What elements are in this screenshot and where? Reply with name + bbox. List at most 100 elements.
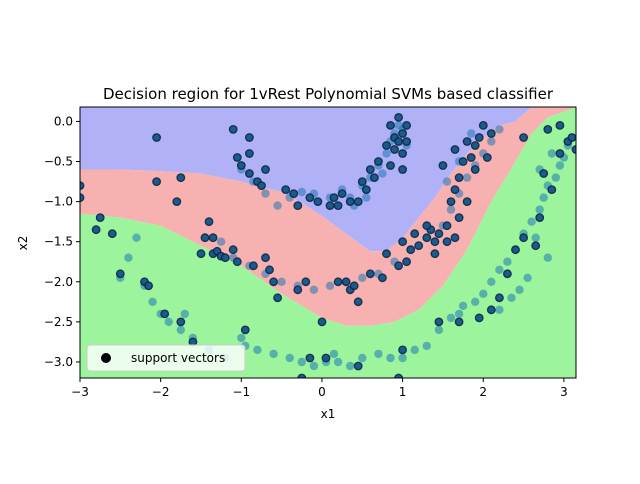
y-tick-label: −0.5: [44, 155, 73, 169]
support-vector: [495, 293, 504, 303]
y-tick-label: −1.0: [44, 195, 73, 209]
support-vector-inner: [472, 142, 479, 149]
support-vector-inner: [222, 254, 229, 261]
support-vector-inner: [544, 126, 551, 133]
data-point: [458, 301, 468, 310]
support-vector-inner: [476, 314, 483, 321]
support-vector: [301, 277, 311, 287]
support-vector-inner: [548, 186, 555, 193]
x-tick-label: −1: [232, 385, 250, 399]
support-vector: [333, 201, 343, 211]
support-vector-inner: [173, 198, 180, 205]
support-vector: [390, 145, 399, 154]
data-point: [527, 217, 536, 226]
support-vector: [297, 373, 307, 378]
support-vector: [458, 157, 468, 166]
support-vector-inner: [472, 166, 479, 173]
support-vector-inner: [306, 355, 313, 361]
data-point: [285, 353, 294, 363]
support-vector: [430, 249, 440, 259]
support-vector: [410, 229, 420, 239]
support-vector: [454, 173, 464, 183]
data-point: [442, 177, 452, 186]
support-vector-inner: [452, 234, 458, 241]
support-vector-inner: [177, 318, 184, 325]
support-vector: [434, 317, 444, 327]
support-vector-inner: [556, 122, 563, 129]
support-vector-inner: [331, 194, 337, 201]
support-vector: [378, 273, 387, 283]
support-vector-inner: [407, 246, 414, 253]
data-point: [132, 233, 141, 242]
support-vector-inner: [460, 158, 467, 165]
data-point: [297, 187, 306, 197]
support-vector: [535, 213, 545, 223]
support-vector: [555, 149, 565, 158]
x-tick-label: −3: [71, 385, 89, 399]
data-point: [269, 349, 278, 359]
support-vector: [531, 241, 541, 251]
support-vector-inner: [435, 318, 442, 325]
decision-regions: [80, 107, 576, 378]
legend-marker-support-vectors: [101, 353, 111, 363]
support-vector-inner: [399, 130, 406, 137]
support-vector: [232, 153, 242, 162]
support-vector-inner: [323, 355, 329, 361]
support-vector: [365, 165, 375, 174]
x-tick-label: 0: [318, 385, 326, 399]
support-vector: [402, 121, 411, 130]
support-vector: [567, 133, 576, 142]
support-vector-inner: [431, 238, 438, 245]
support-vector-inner: [161, 310, 168, 317]
support-vector: [208, 233, 218, 243]
support-vector: [511, 245, 520, 255]
support-vector-inner: [177, 174, 184, 181]
support-vector-inner: [456, 318, 463, 325]
support-vector-inner: [250, 262, 257, 269]
y-axis-label: x2: [16, 236, 30, 251]
support-vector: [152, 177, 162, 187]
y-tick-label: 0.0: [54, 114, 73, 128]
support-vector-inner: [339, 190, 346, 197]
support-vector-points: [80, 113, 576, 378]
support-vector-inner: [464, 138, 471, 145]
support-vector: [442, 221, 452, 231]
support-vector-inner: [476, 134, 483, 141]
data-point: [531, 233, 540, 242]
support-vector: [474, 133, 484, 142]
data-point: [547, 149, 556, 158]
support-vector: [345, 197, 355, 207]
support-vector-inner: [415, 242, 422, 249]
support-vector-inner: [355, 298, 362, 305]
support-vector: [228, 245, 238, 255]
data-point: [446, 205, 456, 214]
support-vector-inner: [399, 346, 406, 353]
support-vector-inner: [355, 363, 362, 369]
support-vector: [95, 213, 105, 223]
data-point: [422, 341, 431, 351]
support-vector: [462, 197, 472, 207]
data-point: [543, 253, 552, 262]
support-vector: [422, 233, 432, 243]
chart-title: Decision region for 1vRest Polynomial SV…: [103, 85, 554, 103]
support-vector: [462, 137, 472, 146]
support-vector: [337, 189, 347, 199]
support-vector-inner: [399, 166, 406, 173]
data-point: [273, 201, 282, 210]
support-vector-inner: [306, 194, 313, 201]
support-vector: [228, 124, 238, 134]
support-vector: [434, 229, 444, 239]
support-vector-inner: [452, 186, 458, 193]
support-vector-inner: [294, 202, 301, 209]
support-vector: [293, 201, 303, 211]
support-vector-inner: [439, 162, 446, 169]
data-point: [358, 353, 367, 363]
support-vector: [430, 237, 440, 247]
support-vector: [261, 253, 270, 263]
x-tick-label: 2: [479, 385, 487, 399]
support-vector-inner: [202, 234, 208, 241]
support-vector: [317, 317, 327, 327]
support-vector: [115, 269, 125, 279]
support-vector: [265, 265, 274, 275]
